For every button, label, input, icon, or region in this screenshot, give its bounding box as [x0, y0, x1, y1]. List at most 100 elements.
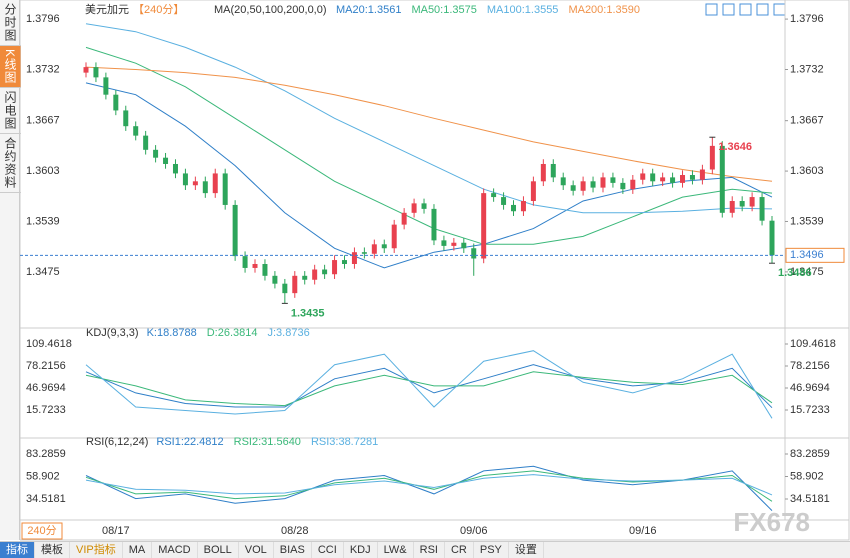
candle-body [471, 248, 477, 259]
y-tick-label: 1.3539 [26, 215, 60, 227]
side-tab[interactable]: 合约资料 [0, 134, 21, 194]
candle-body [580, 181, 586, 191]
candle-body [699, 169, 705, 180]
candle-body [550, 163, 556, 178]
candle-body [192, 181, 198, 186]
legend-entry: RSI2:31.5640 [234, 436, 301, 448]
candle-body [103, 77, 109, 95]
candle-body [421, 203, 427, 209]
side-tab[interactable]: 闪电图 [0, 88, 21, 135]
y-tick-label: 1.3796 [26, 13, 60, 25]
panel-title: RSI(6,12,24) [86, 436, 148, 448]
toolbar-item[interactable]: 设置 [509, 542, 544, 558]
candle-body [322, 269, 328, 275]
candle-body [530, 181, 536, 201]
candle-body [93, 67, 99, 78]
y-tick-label: 15.7233 [26, 404, 66, 416]
toolbar-item[interactable]: 模板 [35, 542, 70, 558]
candle-body [709, 145, 715, 170]
period-box-label[interactable]: 240分 [27, 524, 56, 537]
candle-body [729, 201, 735, 213]
candle-body [431, 208, 437, 241]
line-series [85, 82, 773, 269]
candle-body [520, 201, 526, 212]
x-tick-label: 08/28 [281, 525, 309, 537]
toolbar-item[interactable]: MA [123, 542, 153, 558]
toolbar-item[interactable]: CR [445, 542, 474, 558]
candle-body [540, 163, 546, 182]
x-tick-label: 09/06 [460, 525, 488, 537]
candle-body [511, 204, 517, 212]
candle-body [222, 173, 228, 205]
toolbar-item[interactable]: BOLL [198, 542, 239, 558]
sidebar: 分时图 K线图 闪电图 合约资料 [0, 0, 21, 540]
chart: 美元加元 【240分】 MA(20,50,100,200,0,0) 240分 F… [20, 0, 850, 541]
line-series [85, 66, 773, 182]
line-series [85, 371, 773, 407]
y-tick-label-right: 34.5181 [790, 493, 830, 505]
candle-body [133, 126, 139, 136]
candle-body [739, 201, 745, 207]
toolbar: 指标 模板 VIP指标 MA MACD BOLL VOL BIAS CCI KDJ LW& RSI CR… [0, 541, 850, 558]
toolbar-item[interactable]: PSY [474, 542, 509, 558]
candle-body [262, 264, 268, 276]
candle-body [670, 177, 676, 183]
side-tab[interactable]: 分时图 [0, 0, 21, 46]
toolbar-item[interactable]: BIAS [274, 542, 312, 558]
candle-body [660, 177, 666, 182]
side-tab[interactable]: K线图 [0, 46, 21, 89]
candle-body [481, 193, 487, 259]
candle-body [332, 260, 338, 275]
legend-entry: RSI1:22.4812 [156, 436, 223, 448]
toolbar-item[interactable]: MACD [152, 542, 198, 558]
toolbar-item[interactable]: KDJ [344, 542, 378, 558]
candle-body [501, 197, 507, 205]
toolbar-item[interactable]: CCI [312, 542, 344, 558]
period-box[interactable] [21, 522, 63, 540]
candle-body [620, 182, 626, 190]
toolbar-item[interactable]: VIP指标 [70, 542, 123, 558]
candle-body [411, 203, 417, 213]
y-tick-label: 83.2859 [26, 448, 66, 460]
y-tick-label-right: 15.7233 [790, 404, 830, 416]
y-tick-label: 109.4618 [26, 338, 72, 350]
toolbar-item[interactable]: VOL [239, 542, 274, 558]
y-tick-label: 34.5181 [26, 493, 66, 505]
candle-body [252, 264, 258, 268]
candle-body [292, 275, 298, 294]
legend-entry: MA20:1.3561 [336, 4, 401, 16]
y-tick-label: 78.2156 [26, 360, 66, 372]
candle-body [371, 244, 377, 254]
candle-body [401, 212, 407, 225]
y-tick-label-right: 1.3603 [790, 165, 824, 177]
annotation-label: 1.3646 [718, 141, 752, 153]
toolbar-item[interactable]: RSI [414, 542, 445, 558]
toolbar-item[interactable]: 指标 [0, 542, 35, 558]
candle-body [590, 181, 596, 188]
y-tick-label: 1.3603 [26, 165, 60, 177]
tool-icons [705, 3, 786, 16]
candle-body [381, 244, 387, 249]
candle-body [689, 175, 695, 180]
toolbar-item[interactable]: LW& [378, 542, 414, 558]
y-tick-label-right: 46.9694 [790, 382, 830, 394]
legend-entry: J:3.8736 [268, 327, 310, 339]
candle-body [610, 177, 616, 183]
candle-body [182, 173, 188, 186]
legend-entry: MA50:1.3575 [411, 4, 476, 16]
candle-body [719, 145, 725, 213]
annotation-label: 1.3435 [291, 307, 325, 319]
line-series [85, 46, 773, 245]
current-price-label: 1.3496 [790, 249, 824, 261]
y-tick-label: 58.902 [26, 470, 60, 482]
y-tick-label-right: 1.3796 [790, 13, 824, 25]
y-tick-label: 1.3732 [26, 63, 60, 75]
candle-body [202, 181, 208, 194]
candle-body [302, 275, 308, 280]
y-tick-label-right: 83.2859 [790, 448, 830, 460]
candle-body [749, 197, 755, 207]
legend-entry: MA100:1.3555 [487, 4, 559, 16]
candle-body [123, 110, 129, 127]
y-tick-label: 46.9694 [26, 382, 66, 394]
candle-body [769, 220, 775, 256]
